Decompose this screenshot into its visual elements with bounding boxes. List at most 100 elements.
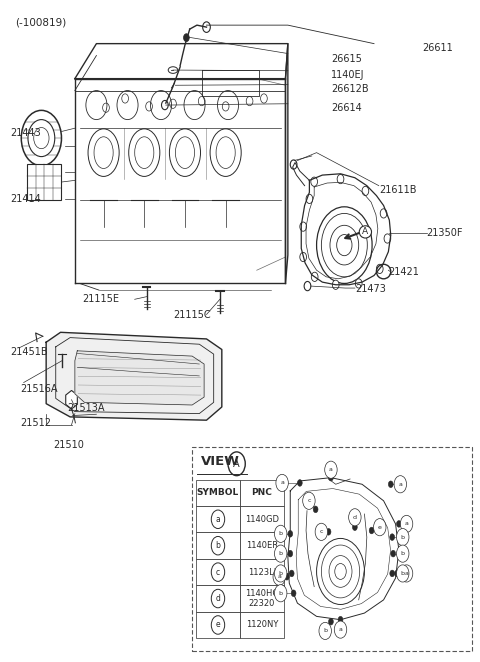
Circle shape <box>394 476 407 493</box>
Text: d: d <box>353 515 357 520</box>
Bar <box>196 480 240 506</box>
Text: b: b <box>401 571 405 576</box>
Circle shape <box>388 481 393 488</box>
Text: SYMBOL: SYMBOL <box>197 489 239 497</box>
Text: 1123LJ: 1123LJ <box>248 567 276 577</box>
Circle shape <box>384 234 391 243</box>
Text: 1140GD: 1140GD <box>245 515 279 524</box>
Text: 26614: 26614 <box>331 103 362 113</box>
Circle shape <box>395 570 399 577</box>
Circle shape <box>369 527 374 534</box>
Text: A: A <box>233 459 240 469</box>
FancyBboxPatch shape <box>192 447 472 651</box>
Circle shape <box>391 550 396 557</box>
Text: 21115C: 21115C <box>173 310 211 320</box>
Polygon shape <box>75 351 204 405</box>
Text: a: a <box>216 515 220 524</box>
Bar <box>196 585 240 612</box>
Text: 1140ER: 1140ER <box>246 542 278 550</box>
Circle shape <box>311 177 318 186</box>
Text: c: c <box>216 567 220 577</box>
Circle shape <box>275 565 287 582</box>
Text: b: b <box>279 591 283 596</box>
Text: PNC: PNC <box>252 489 273 497</box>
Text: 21473: 21473 <box>355 285 386 295</box>
Circle shape <box>300 222 307 231</box>
Circle shape <box>183 34 189 42</box>
Circle shape <box>275 585 287 602</box>
Circle shape <box>362 186 369 195</box>
Text: 1140HG
22320: 1140HG 22320 <box>245 589 279 608</box>
Circle shape <box>313 506 318 512</box>
Circle shape <box>285 573 289 580</box>
Bar <box>196 612 240 638</box>
Text: 21414: 21414 <box>10 194 41 204</box>
Text: 21513A: 21513A <box>68 403 105 413</box>
Circle shape <box>319 622 331 639</box>
Circle shape <box>275 525 287 542</box>
Bar <box>196 559 240 585</box>
Text: b: b <box>401 535 405 540</box>
Text: 21115E: 21115E <box>82 295 119 305</box>
Text: 21510: 21510 <box>53 440 84 450</box>
Text: 26612B: 26612B <box>331 84 369 94</box>
Circle shape <box>312 272 318 281</box>
Polygon shape <box>46 332 222 420</box>
Text: c: c <box>320 530 323 534</box>
Circle shape <box>288 530 293 537</box>
Circle shape <box>400 515 413 532</box>
Circle shape <box>396 545 409 562</box>
Text: b: b <box>401 551 405 556</box>
Circle shape <box>396 520 401 527</box>
Circle shape <box>328 475 333 481</box>
Text: a: a <box>277 574 281 579</box>
Circle shape <box>275 545 287 562</box>
Circle shape <box>288 550 293 557</box>
Bar <box>240 559 284 585</box>
Text: 21451B: 21451B <box>10 347 48 357</box>
Text: a: a <box>280 481 284 485</box>
Circle shape <box>328 618 333 625</box>
Text: b: b <box>279 551 283 556</box>
Text: 1140EJ: 1140EJ <box>331 70 364 79</box>
Text: e: e <box>378 525 382 530</box>
Bar <box>240 506 284 532</box>
Text: b: b <box>279 532 283 536</box>
Text: a: a <box>398 482 402 487</box>
Text: 21421: 21421 <box>388 267 419 277</box>
Circle shape <box>355 279 362 288</box>
Text: 21443: 21443 <box>10 128 41 138</box>
Circle shape <box>337 174 344 183</box>
Bar <box>27 164 61 200</box>
Circle shape <box>380 209 387 218</box>
Circle shape <box>396 565 409 582</box>
Text: c: c <box>307 498 311 503</box>
Circle shape <box>326 528 331 535</box>
Text: b: b <box>279 571 283 576</box>
Circle shape <box>390 570 395 577</box>
Text: 21512: 21512 <box>20 418 51 428</box>
Text: d: d <box>216 594 220 603</box>
Circle shape <box>273 568 286 585</box>
Circle shape <box>303 492 315 509</box>
Circle shape <box>306 194 313 203</box>
Text: 26611: 26611 <box>422 43 453 53</box>
Circle shape <box>298 480 302 487</box>
Text: a: a <box>329 467 333 472</box>
Bar <box>196 506 240 532</box>
Circle shape <box>373 518 386 536</box>
Text: a: a <box>405 571 408 576</box>
Circle shape <box>352 524 357 530</box>
Text: a: a <box>405 522 408 526</box>
Circle shape <box>291 590 296 596</box>
Text: a: a <box>338 627 342 632</box>
Circle shape <box>332 280 339 289</box>
Circle shape <box>276 475 288 491</box>
Text: 1120NY: 1120NY <box>246 620 278 630</box>
Text: e: e <box>216 620 220 630</box>
Circle shape <box>300 252 307 261</box>
Bar <box>240 585 284 612</box>
Text: 21350F: 21350F <box>427 228 463 238</box>
Text: b: b <box>216 542 220 550</box>
Text: A: A <box>362 228 369 236</box>
